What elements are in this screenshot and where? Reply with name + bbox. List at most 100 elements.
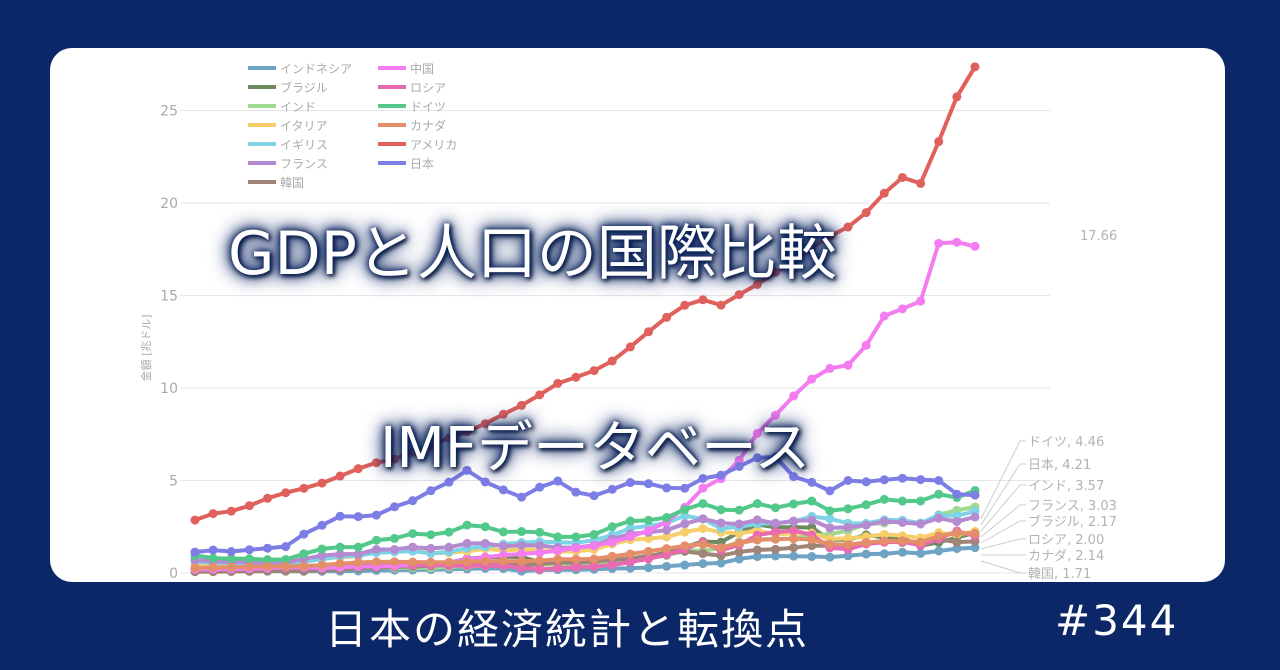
y-tick-label: 10 [160, 381, 178, 397]
y-tick-label: 0 [169, 566, 178, 582]
data-point [807, 515, 817, 525]
data-point [371, 545, 381, 555]
data-point [643, 554, 653, 564]
data-point [970, 512, 980, 522]
data-point [571, 562, 581, 572]
end-label: 日本, 4.21 [1028, 458, 1091, 473]
data-point [734, 461, 744, 471]
data-point [807, 496, 817, 506]
data-point [226, 554, 236, 564]
data-point [843, 476, 853, 485]
end-label: 17.66 [1080, 229, 1117, 244]
legend-entry: カナダ [410, 118, 446, 133]
data-point [934, 238, 944, 248]
data-point [952, 92, 962, 102]
data-point [934, 531, 944, 541]
data-point [408, 496, 418, 506]
data-point [934, 489, 944, 499]
data-point [662, 561, 672, 571]
data-point [698, 473, 708, 483]
data-point [299, 549, 309, 559]
data-point [607, 484, 617, 494]
legend-entry: インドネシア [280, 62, 352, 76]
data-point [789, 499, 799, 509]
data-point [643, 526, 653, 536]
data-point [244, 545, 254, 555]
data-point [879, 475, 889, 485]
data-point [571, 532, 581, 542]
data-point [408, 529, 418, 539]
data-point [770, 410, 780, 420]
data-point [281, 561, 291, 571]
data-point [952, 544, 962, 554]
chart-card: 0 5 10 15 20 25 金額 [兆ドル] インドネシア ブラジル インド イタリア イギリスフ… [50, 48, 1225, 582]
end-label: インド, 3.57 [1028, 479, 1104, 494]
data-point [244, 562, 254, 572]
legend-entry: 日本 [410, 157, 434, 171]
data-point [589, 562, 599, 572]
data-point [625, 549, 635, 559]
data-point [843, 533, 853, 543]
data-point [553, 378, 563, 388]
data-point [934, 476, 944, 485]
label-leader [980, 538, 1026, 550]
data-point [843, 522, 853, 532]
data-point [970, 490, 980, 500]
data-point [535, 482, 545, 492]
data-point [698, 483, 708, 493]
data-point [861, 520, 871, 530]
data-point [317, 560, 327, 570]
data-point [807, 477, 817, 487]
data-point [462, 557, 472, 567]
data-point [825, 514, 835, 524]
data-point [680, 511, 690, 521]
data-point [934, 546, 944, 556]
data-point [317, 478, 327, 488]
data-point [535, 527, 545, 537]
data-point [353, 464, 363, 474]
data-point [444, 433, 454, 443]
data-point [517, 556, 527, 566]
data-point [589, 491, 599, 501]
data-point [752, 499, 762, 509]
data-point [571, 372, 581, 382]
data-point [208, 545, 218, 555]
data-point [371, 535, 381, 545]
data-point [426, 486, 436, 496]
data-point [426, 441, 436, 451]
data-point [916, 519, 926, 529]
data-point [517, 540, 527, 550]
data-point [807, 552, 817, 562]
data-point [480, 477, 490, 487]
data-point [299, 529, 309, 539]
data-point [825, 506, 835, 516]
data-point [698, 295, 708, 305]
data-point [553, 476, 563, 486]
data-point [789, 516, 799, 526]
data-point [589, 366, 599, 376]
data-point [535, 564, 545, 574]
data-point [643, 534, 653, 544]
data-point [299, 561, 309, 571]
data-point [553, 554, 563, 564]
data-point [299, 483, 309, 493]
data-point [444, 557, 454, 567]
data-point [934, 137, 944, 147]
data-point [625, 478, 635, 488]
data-point [825, 523, 835, 533]
data-point [317, 551, 327, 561]
data-point [190, 547, 200, 557]
data-point [517, 549, 527, 559]
data-point [952, 489, 962, 499]
data-point [698, 559, 708, 569]
data-point [517, 563, 527, 573]
data-point [662, 513, 672, 522]
label-leader [980, 463, 1026, 526]
data-point [208, 562, 218, 572]
y-tick-label: 15 [160, 289, 178, 305]
data-point [734, 519, 744, 529]
data-point [190, 563, 200, 573]
y-axis-label: 金額 [兆ドル] [139, 314, 153, 381]
data-point [734, 290, 744, 300]
data-point [897, 536, 907, 546]
